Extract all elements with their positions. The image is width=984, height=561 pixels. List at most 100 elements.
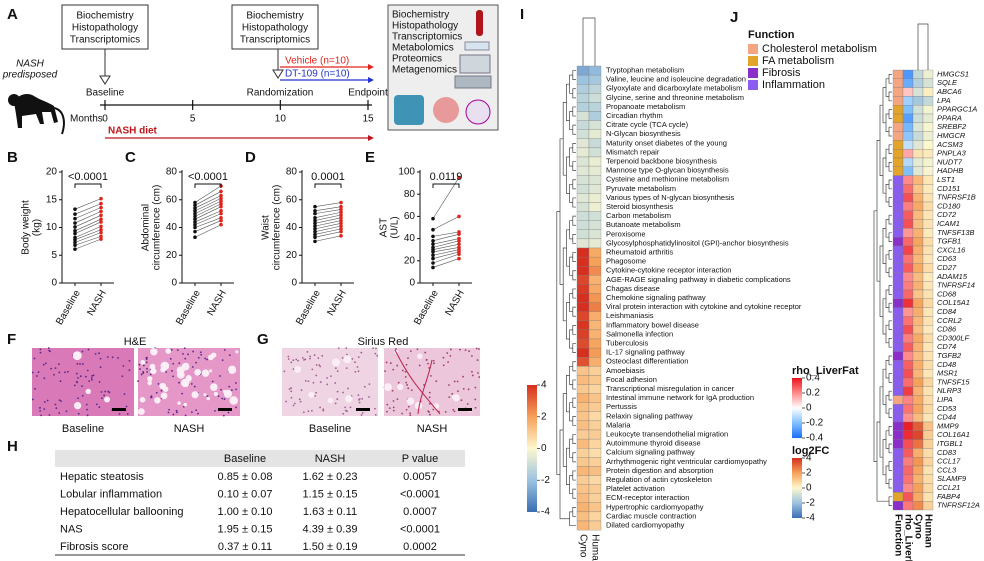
nucleus bbox=[337, 347, 340, 350]
gene-label: NUDT7 bbox=[937, 157, 963, 166]
heatmap-cell bbox=[588, 65, 602, 76]
heatmap-cell bbox=[922, 369, 934, 379]
colorbar-tick-label: 4 bbox=[541, 380, 547, 391]
dendrogram bbox=[569, 402, 573, 422]
nucleus bbox=[424, 351, 427, 354]
nucleus bbox=[358, 399, 360, 401]
vacuole bbox=[176, 370, 185, 379]
gene-label: TNFSF13B bbox=[937, 228, 975, 237]
heatmap-cell bbox=[912, 219, 924, 229]
dendrogram bbox=[888, 478, 892, 489]
arm-label: Vehicle (n=10) bbox=[285, 56, 349, 67]
gene-label: NLRP3 bbox=[937, 386, 962, 395]
y-tick-label: 60 bbox=[286, 194, 298, 205]
nucleus bbox=[101, 397, 103, 400]
subject-label: NASH bbox=[16, 59, 45, 70]
data-point bbox=[431, 239, 435, 243]
heatmap-cell bbox=[902, 193, 914, 203]
gene-label: PPARA bbox=[937, 113, 962, 122]
vacuole bbox=[160, 361, 170, 371]
gene-label: MSR1 bbox=[937, 369, 958, 378]
heatmap-cell bbox=[576, 293, 590, 303]
function-cell bbox=[892, 492, 904, 502]
heatmap-cell bbox=[588, 111, 602, 121]
data-point bbox=[219, 211, 223, 216]
nucleus bbox=[184, 414, 187, 417]
nucleus bbox=[319, 406, 321, 409]
nucleus bbox=[368, 383, 371, 386]
y-tick-label: 0 bbox=[51, 278, 57, 289]
nucleus bbox=[95, 403, 98, 406]
vacuole bbox=[104, 396, 111, 403]
dendrogram bbox=[888, 74, 892, 84]
sample-box-text: Histopathology bbox=[392, 21, 458, 32]
function-cell bbox=[892, 369, 904, 379]
heatmap-cell bbox=[576, 502, 590, 513]
nucleus bbox=[218, 375, 221, 377]
timeline-tick-label: 10 bbox=[275, 114, 287, 125]
gene-label: ABCA6 bbox=[936, 87, 962, 96]
heatmap-cell bbox=[922, 377, 934, 387]
row-label: Circadian rhythm bbox=[606, 111, 663, 120]
gene-label: COL16A1 bbox=[937, 430, 970, 439]
data-point bbox=[339, 213, 343, 217]
table-cell: <0.0001 bbox=[400, 523, 440, 535]
heatmap-cell bbox=[912, 501, 924, 511]
nucleus bbox=[401, 412, 403, 415]
nucleus bbox=[428, 391, 431, 394]
heatmap-cell bbox=[902, 149, 914, 159]
data-point bbox=[457, 242, 461, 246]
panel-letter: H bbox=[7, 438, 18, 455]
function-cell bbox=[892, 157, 904, 167]
heatmap-cell bbox=[576, 366, 590, 376]
nucleus bbox=[175, 409, 178, 412]
panel-letter: E bbox=[365, 149, 375, 166]
row-label: Tryptophan metabolism bbox=[606, 66, 684, 75]
scale-bar bbox=[356, 408, 370, 411]
function-cell bbox=[892, 325, 904, 335]
nucleus bbox=[292, 368, 295, 371]
dendrogram bbox=[917, 23, 929, 70]
nucleus bbox=[386, 410, 388, 413]
pair-line bbox=[74, 226, 102, 238]
function-cell bbox=[892, 307, 904, 317]
function-cell bbox=[892, 404, 904, 414]
nucleus bbox=[176, 349, 179, 352]
heatmap-cell bbox=[902, 465, 914, 475]
heatmap-cell bbox=[576, 266, 590, 276]
heatmap-cell bbox=[912, 254, 924, 264]
data-point bbox=[457, 245, 461, 250]
nucleus bbox=[341, 357, 344, 359]
nucleus bbox=[409, 412, 412, 415]
vacuole bbox=[209, 369, 213, 373]
heatmap-cell bbox=[588, 147, 602, 158]
heatmap-cell bbox=[576, 475, 590, 485]
dendrogram bbox=[882, 368, 886, 405]
vacuole bbox=[327, 397, 334, 404]
nucleus bbox=[103, 394, 106, 397]
nucleus bbox=[86, 414, 89, 417]
vacuole bbox=[150, 348, 158, 356]
pair-line bbox=[314, 228, 342, 235]
timepoint-label: Randomization bbox=[247, 88, 314, 99]
dendrogram bbox=[569, 74, 573, 94]
nucleus bbox=[462, 387, 465, 390]
data-point bbox=[431, 242, 435, 246]
sample-box bbox=[231, 4, 319, 50]
data-point bbox=[431, 216, 435, 221]
pair-line bbox=[432, 251, 460, 259]
data-point bbox=[99, 201, 103, 206]
dendrogram bbox=[572, 488, 576, 499]
colorbar bbox=[792, 458, 802, 518]
nucleus bbox=[363, 385, 366, 388]
row-label: Butanoate metabolism bbox=[606, 220, 681, 229]
table-cell: 0.0057 bbox=[403, 471, 437, 483]
nucleus bbox=[474, 386, 477, 389]
heatmap-cell bbox=[588, 220, 602, 230]
row-label: ECM-receptor interaction bbox=[606, 493, 689, 502]
row-label: Cysteine and methionine metabolism bbox=[606, 175, 729, 184]
pair-line bbox=[432, 258, 460, 268]
timeline-tick-label: 15 bbox=[362, 114, 374, 125]
heatmap-cell bbox=[912, 210, 924, 220]
nucleus bbox=[157, 382, 160, 385]
